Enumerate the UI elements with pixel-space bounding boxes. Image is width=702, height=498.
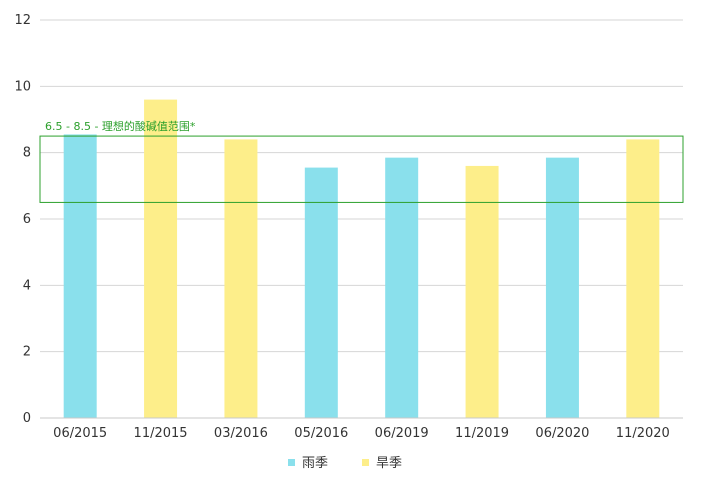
- bar-rainy[interactable]: [545, 157, 579, 418]
- legend-item-dry[interactable]: 旱季: [362, 456, 402, 471]
- x-tick-label: 11/2020: [616, 426, 670, 441]
- bar-dry[interactable]: [465, 165, 499, 418]
- y-tick-label: 6: [23, 212, 31, 227]
- y-tick-label: 2: [23, 345, 31, 360]
- reference-band: 6.5 - 8.5 - 理想的酸碱值范围*: [39, 119, 684, 203]
- x-tick-label: 06/2019: [375, 426, 429, 441]
- x-tick-label: 03/2016: [214, 426, 268, 441]
- x-tick-label: 05/2016: [294, 426, 348, 441]
- y-tick-label: 10: [14, 79, 31, 94]
- bar-rainy[interactable]: [385, 157, 419, 418]
- x-tick-label: 06/2015: [53, 426, 107, 441]
- y-tick-label: 12: [14, 13, 31, 28]
- y-tick-label: 0: [23, 411, 31, 426]
- legend-label: 旱季: [376, 456, 402, 471]
- y-tick-label: 4: [23, 278, 31, 293]
- bar-dry[interactable]: [224, 139, 258, 418]
- x-tick-label: 06/2020: [535, 426, 589, 441]
- bar-dry[interactable]: [144, 99, 178, 418]
- bar-rainy[interactable]: [63, 134, 97, 419]
- legend-label: 雨季: [302, 456, 328, 471]
- grid: [40, 19, 683, 419]
- bars: [63, 99, 660, 419]
- legend-swatch: [288, 459, 295, 466]
- legend-item-rainy[interactable]: 雨季: [288, 456, 328, 471]
- bar-rainy[interactable]: [304, 167, 338, 418]
- bar-dry[interactable]: [626, 139, 660, 418]
- reference-band-box: [39, 135, 684, 203]
- reference-band-label: 6.5 - 8.5 - 理想的酸碱值范围*: [45, 119, 196, 133]
- x-tick-label: 11/2015: [134, 426, 188, 441]
- y-tick-label: 8: [23, 146, 31, 161]
- legend[interactable]: 雨季 旱季: [288, 456, 402, 471]
- x-tick-label: 11/2019: [455, 426, 509, 441]
- axes: 0 2 4 6 8 10 12 06/2015 11/2015 03/2016 05/2016 06/…: [14, 13, 683, 441]
- legend-swatch: [362, 459, 369, 466]
